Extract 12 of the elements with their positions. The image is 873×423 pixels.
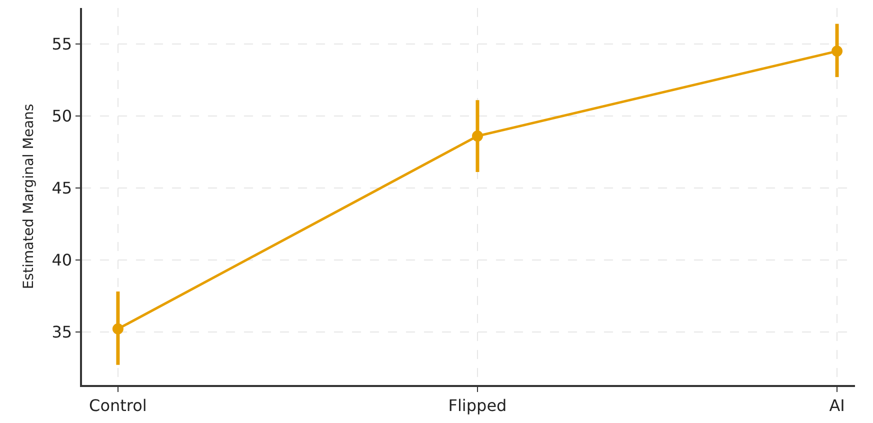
point — [112, 323, 124, 334]
x-tick-label: Flipped — [448, 396, 507, 415]
y-axis-title: Estimated Marginal Means — [20, 104, 37, 290]
point — [832, 46, 843, 57]
y-tick-label: 50 — [52, 106, 72, 126]
x-tick-label: AI — [829, 396, 845, 415]
y-tick-label: 35 — [52, 322, 72, 342]
x-tick-label: Control — [89, 396, 147, 415]
y-tick-label: 55 — [52, 34, 72, 54]
point — [472, 130, 483, 142]
y-tick-label: 40 — [52, 250, 72, 270]
y-tick-label: 45 — [52, 178, 72, 198]
